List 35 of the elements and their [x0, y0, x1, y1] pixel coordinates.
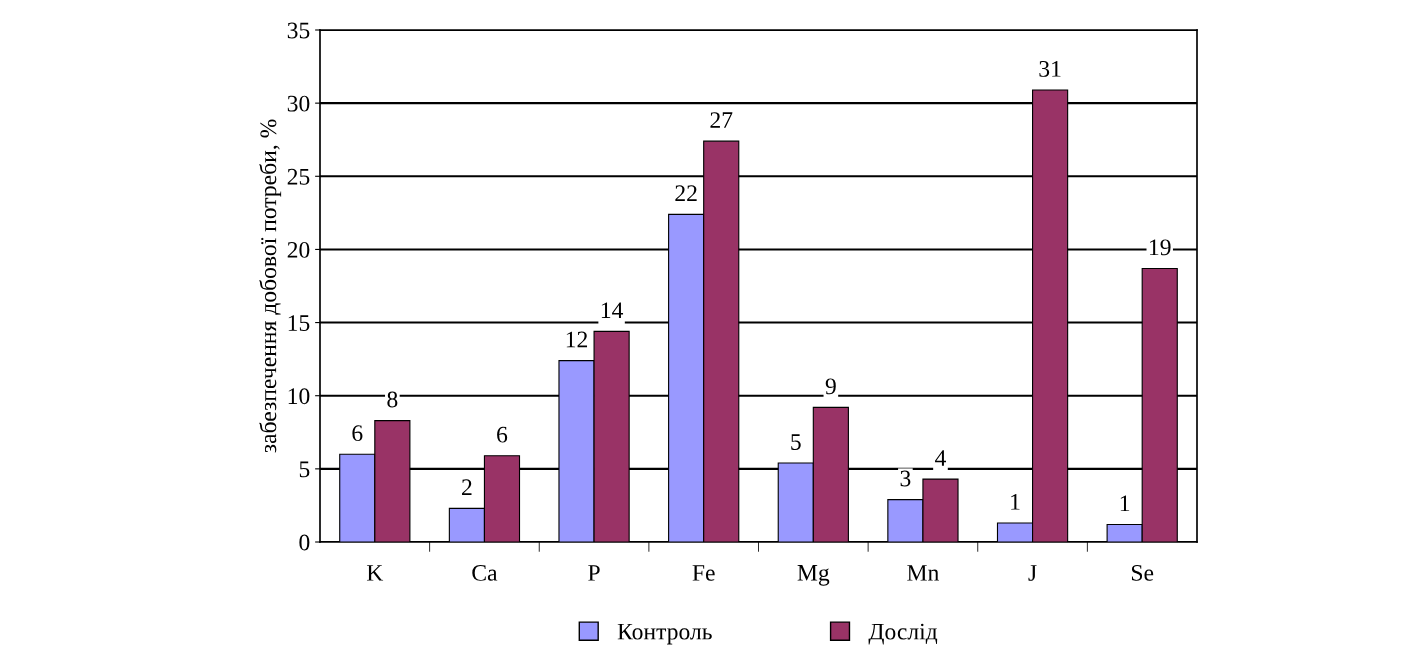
data-label: 6: [352, 425, 363, 442]
data-label: 6: [497, 426, 508, 443]
data-label: 8: [387, 391, 398, 408]
x-tick-label: Fe: [692, 565, 715, 581]
data-label: 1: [1011, 494, 1020, 510]
data-label: 5: [791, 434, 801, 450]
legend-label: Контроль: [617, 623, 712, 645]
x-tick-label: J: [1028, 565, 1037, 581]
y-axis-title: забезпечення добової потреби, %: [259, 119, 282, 453]
x-tick-label: Se: [1131, 564, 1154, 581]
data-label: 14: [601, 302, 624, 318]
y-tick-label: 25: [287, 168, 310, 185]
x-tick-label: Mg: [797, 565, 830, 586]
data-label: 2: [462, 479, 472, 495]
x-tick-label: Mn: [907, 565, 939, 581]
x-tick-label: P: [588, 565, 600, 581]
y-tick-label: 35: [287, 22, 310, 39]
y-tick-label: 30: [287, 95, 310, 112]
data-label: 9: [825, 378, 836, 395]
data-label: 27: [710, 112, 733, 128]
data-label: 19: [1150, 239, 1171, 256]
data-label: 12: [566, 331, 588, 348]
y-tick-label: 20: [287, 241, 310, 258]
data-label: 4: [935, 450, 947, 466]
y-tick-label: 15: [288, 315, 310, 331]
y-tick-label: 10: [288, 388, 310, 405]
data-label: 31: [1039, 60, 1061, 77]
data-label: 1: [1120, 495, 1130, 512]
data-label: 3: [900, 470, 911, 487]
y-tick-label: 5: [299, 461, 310, 478]
y-tick-label: 0: [299, 534, 310, 551]
x-tick-label: K: [366, 565, 384, 581]
data-label: 22: [675, 185, 697, 201]
x-tick-label: Ca: [472, 564, 498, 581]
legend-label: Дослід: [868, 623, 938, 645]
